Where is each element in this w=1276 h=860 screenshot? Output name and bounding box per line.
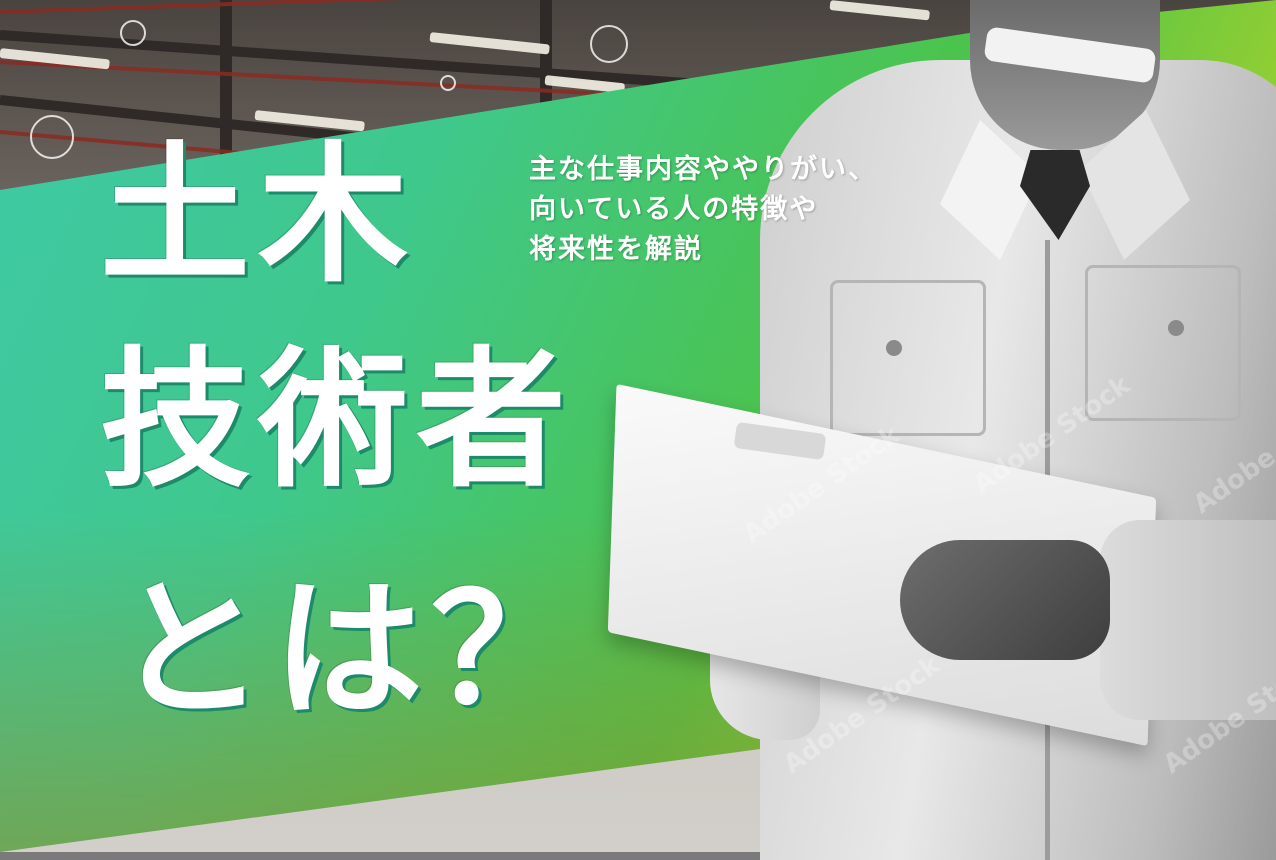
roof-column (220, 0, 232, 190)
subtitle-line-1: 主な仕事内容ややりがい、 (529, 154, 877, 185)
subtitle-line-2: 向いている人の特徴や (529, 194, 819, 225)
jacket-sleeve-right (1100, 520, 1276, 720)
network-node (120, 20, 146, 46)
worker-photo (700, 0, 1276, 860)
title-line-2: 技術者 (100, 332, 575, 508)
ceiling-light (429, 32, 550, 55)
chest-pocket-left (830, 280, 986, 436)
pocket-button (1168, 320, 1184, 336)
pocket-button (886, 340, 902, 356)
network-node (590, 25, 628, 63)
hand (900, 540, 1110, 660)
title-line-1: 土木 (100, 127, 417, 303)
network-node (440, 75, 456, 91)
chest-pocket-right (1085, 265, 1241, 421)
title-line-3: とは？ (115, 562, 590, 738)
subtitle: 主な仕事内容ややりがい、 向いている人の特徴や 将来性を解説 (529, 150, 877, 270)
network-node (30, 115, 74, 159)
subtitle-line-3: 将来性を解説 (529, 234, 703, 265)
